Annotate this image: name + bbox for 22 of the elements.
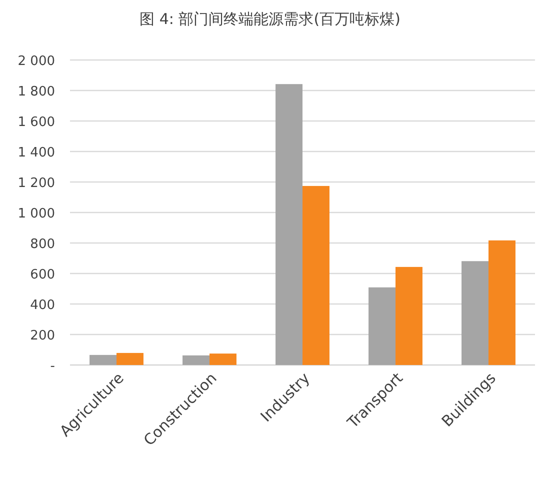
bar bbox=[90, 354, 116, 365]
chart-title: 图 4: 部门间终端能源需求(百万吨标煤) bbox=[140, 10, 400, 28]
bar bbox=[276, 84, 302, 365]
y-tick-label: 1 000 bbox=[18, 206, 55, 222]
y-tick-label: 1 400 bbox=[18, 146, 55, 160]
bar bbox=[302, 186, 330, 365]
bar bbox=[116, 352, 144, 365]
y-tick-label: 800 bbox=[30, 237, 55, 252]
y-tick-label: 600 bbox=[30, 268, 55, 282]
bar bbox=[368, 287, 396, 365]
y-tick-label: 1 800 bbox=[18, 84, 55, 100]
bar bbox=[488, 240, 516, 365]
y-tick-label: 200 bbox=[30, 328, 55, 344]
y-tick-label: 1 200 bbox=[18, 176, 55, 191]
y-tick-label: 400 bbox=[30, 298, 55, 313]
y-tick-label: 1 600 bbox=[18, 115, 55, 130]
y-tick-label: 2 000 bbox=[18, 54, 55, 69]
y-tick-label: - bbox=[50, 359, 56, 374]
bar bbox=[462, 261, 488, 365]
bar bbox=[182, 355, 210, 365]
bar bbox=[396, 266, 422, 365]
bar bbox=[210, 354, 236, 365]
